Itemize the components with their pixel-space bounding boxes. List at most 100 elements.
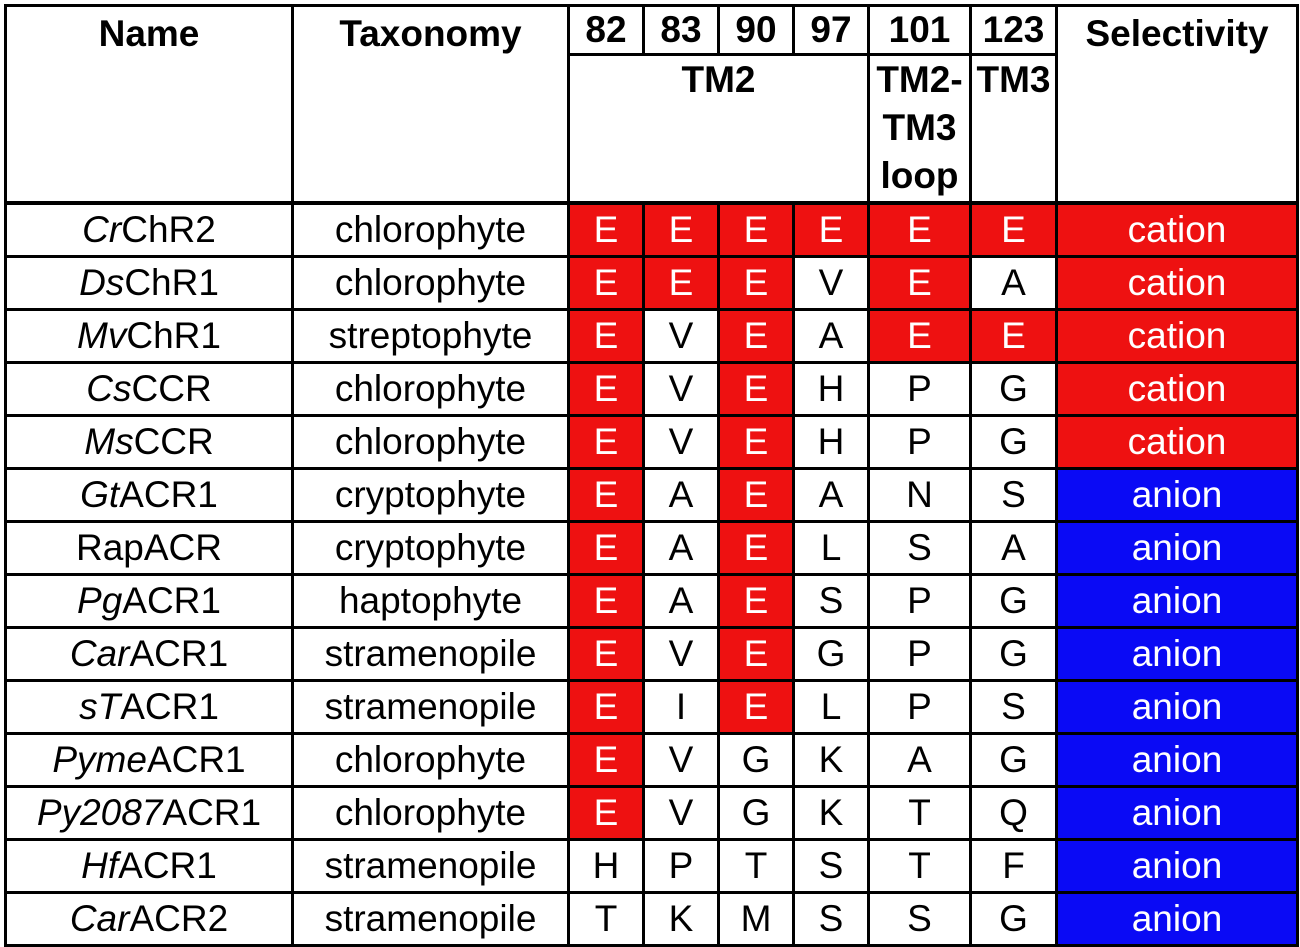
- residue-cell-123: F: [969, 837, 1058, 894]
- residue-cell-101: S: [867, 890, 972, 947]
- taxonomy-cell: chlorophyte: [291, 413, 570, 470]
- protein-name-rest: ACR1: [120, 685, 219, 727]
- residue-cell-90: E: [717, 678, 795, 735]
- selectivity-cell: anion: [1055, 784, 1299, 841]
- position-header-83: 83: [642, 4, 720, 56]
- selectivity-cell: anion: [1055, 890, 1299, 947]
- residue-cell-97: L: [792, 678, 870, 735]
- taxonomy-cell: stramenopile: [291, 625, 570, 682]
- residue-cell-83: A: [642, 466, 720, 523]
- residue-cell-97: K: [792, 784, 870, 841]
- protein-name-rest: ACR1: [118, 844, 217, 886]
- residue-cell-123: E: [969, 200, 1058, 258]
- protein-name-cell: GtACR1: [4, 466, 294, 523]
- protein-name-cell: HfACR1: [4, 837, 294, 894]
- residue-cell-123: G: [969, 572, 1058, 629]
- protein-name-italic: Cr: [82, 208, 122, 250]
- residue-cell-90: E: [717, 413, 795, 470]
- position-header-90: 90: [717, 4, 795, 56]
- residue-cell-90: T: [717, 837, 795, 894]
- selectivity-cell: anion: [1055, 625, 1299, 682]
- selectivity-cell: anion: [1055, 678, 1299, 735]
- residue-cell-90: E: [717, 519, 795, 576]
- residue-cell-82: E: [567, 360, 645, 417]
- protein-name-cell: MvChR1: [4, 307, 294, 364]
- residue-cell-123: G: [969, 413, 1058, 470]
- region-header-tm2-tm3-loop: TM2- TM3 loop: [867, 53, 972, 204]
- residue-cell-90: E: [717, 572, 795, 629]
- selectivity-cell: cation: [1055, 360, 1299, 417]
- selectivity-cell: cation: [1055, 200, 1299, 258]
- residue-cell-90: E: [717, 254, 795, 311]
- residue-cell-123: Q: [969, 784, 1058, 841]
- residue-cell-97: G: [792, 625, 870, 682]
- name-header: Name: [4, 4, 294, 204]
- residue-cell-97: K: [792, 731, 870, 788]
- residue-cell-97: A: [792, 307, 870, 364]
- protein-name-cell: CsCCR: [4, 360, 294, 417]
- residue-cell-82: E: [567, 254, 645, 311]
- residue-cell-101: P: [867, 572, 972, 629]
- residue-cell-123: G: [969, 890, 1058, 947]
- residue-cell-101: S: [867, 519, 972, 576]
- protein-name-rest: ChR1: [124, 261, 219, 303]
- region-header-tm3: TM3: [969, 53, 1058, 204]
- selectivity-cell: anion: [1055, 837, 1299, 894]
- residue-cell-82: E: [567, 519, 645, 576]
- residue-cell-83: V: [642, 731, 720, 788]
- residue-cell-83: K: [642, 890, 720, 947]
- protein-name-italic: sT: [79, 685, 121, 727]
- selectivity-cell: anion: [1055, 466, 1299, 523]
- residue-cell-83: E: [642, 200, 720, 258]
- protein-name-rest: ACR1: [122, 579, 221, 621]
- taxonomy-cell: haptophyte: [291, 572, 570, 629]
- residue-cell-101: T: [867, 837, 972, 894]
- residue-cell-123: S: [969, 678, 1058, 735]
- table-header: Name Taxonomy 82 83 90 97 101 123 Select…: [4, 4, 1299, 204]
- protein-name-cell: MsCCR: [4, 413, 294, 470]
- protein-name-italic: Car: [69, 632, 130, 674]
- residue-cell-90: G: [717, 731, 795, 788]
- taxonomy-cell: stramenopile: [291, 837, 570, 894]
- taxonomy-cell: cryptophyte: [291, 519, 570, 576]
- residue-cell-83: V: [642, 784, 720, 841]
- residue-cell-97: H: [792, 360, 870, 417]
- residue-cell-123: A: [969, 519, 1058, 576]
- residue-cell-101: E: [867, 254, 972, 311]
- residue-cell-97: H: [792, 413, 870, 470]
- position-header-123: 123: [969, 4, 1058, 56]
- residue-cell-101: A: [867, 731, 972, 788]
- selectivity-cell: anion: [1055, 519, 1299, 576]
- position-header-101: 101: [867, 4, 972, 56]
- protein-name-italic: Mv: [77, 314, 127, 356]
- region-header-tm2: TM2: [567, 53, 870, 204]
- residue-cell-97: L: [792, 519, 870, 576]
- protein-name-rest: ACR2: [129, 897, 229, 939]
- taxonomy-cell: chlorophyte: [291, 200, 570, 258]
- protein-name-cell: RapACR: [4, 519, 294, 576]
- residue-cell-101: P: [867, 413, 972, 470]
- selectivity-header: Selectivity: [1055, 4, 1299, 204]
- residue-cell-83: I: [642, 678, 720, 735]
- residue-cell-82: E: [567, 678, 645, 735]
- residue-cell-82: H: [567, 837, 645, 894]
- residue-cell-123: E: [969, 307, 1058, 364]
- taxonomy-cell: streptophyte: [291, 307, 570, 364]
- taxonomy-header: Taxonomy: [291, 4, 570, 204]
- residue-cell-83: V: [642, 625, 720, 682]
- residue-cell-123: G: [969, 360, 1058, 417]
- residue-cell-123: A: [969, 254, 1058, 311]
- protein-name-italic: Car: [69, 897, 130, 939]
- residue-cell-123: S: [969, 466, 1058, 523]
- residue-cell-123: G: [969, 625, 1058, 682]
- residue-cell-90: E: [717, 466, 795, 523]
- residue-cell-123: G: [969, 731, 1058, 788]
- protein-name-rest: CCR: [133, 420, 214, 462]
